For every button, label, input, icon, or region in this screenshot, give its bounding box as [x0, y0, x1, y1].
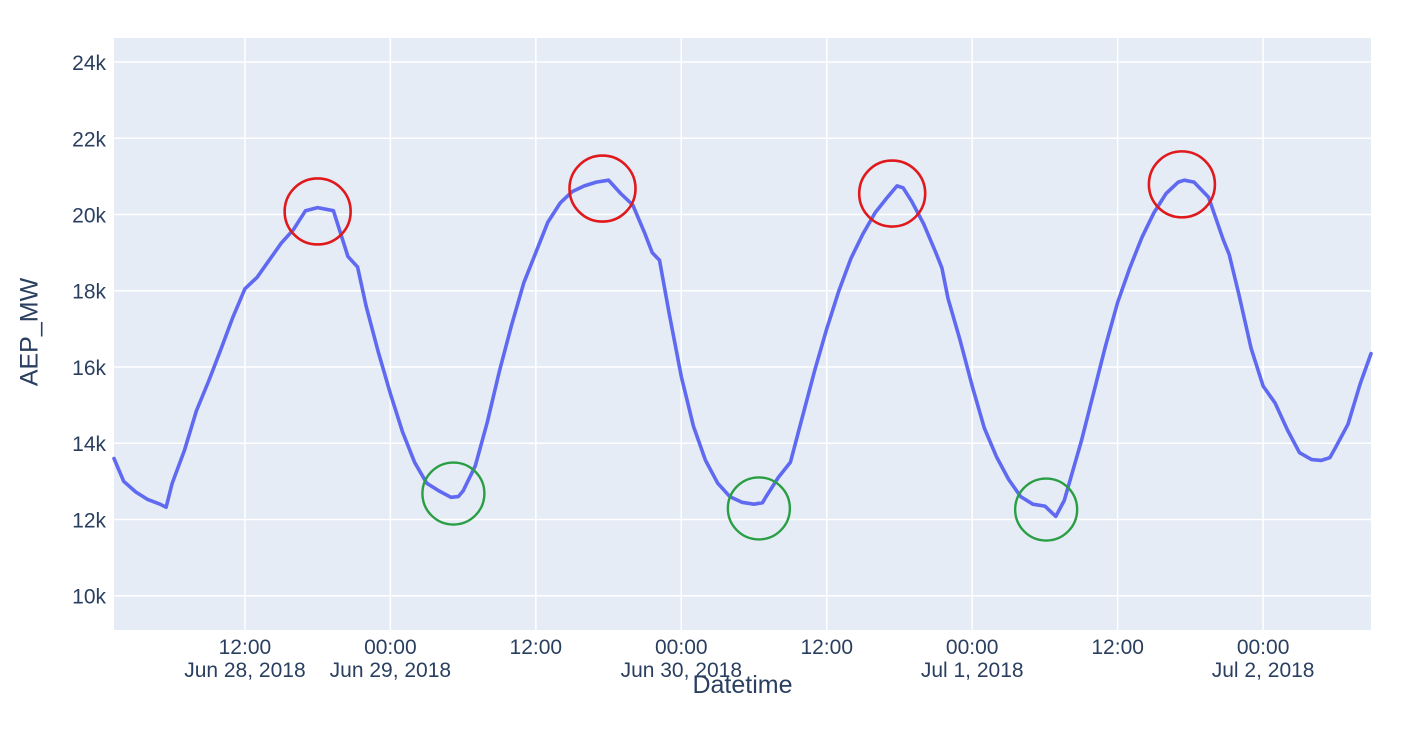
trough-annotation-circle — [726, 476, 792, 541]
x-tick-date-label: Jul 1, 2018 — [921, 659, 1024, 682]
trough-annotation-circle — [1013, 477, 1079, 542]
y-tick-label: 24k — [72, 52, 106, 75]
x-tick-time-label: 00:00 — [364, 636, 417, 659]
series-line-aep-mw[interactable] — [112, 178, 1373, 519]
plot-area[interactable] — [114, 38, 1371, 630]
peak-annotation-circle — [1147, 150, 1217, 219]
peak-annotation-circle — [283, 177, 352, 246]
y-tick-label: 22k — [72, 128, 106, 151]
x-tick-time-label: 00:00 — [946, 636, 999, 659]
x-tick-time-label: 12:00 — [219, 636, 272, 659]
x-tick-time-label: 00:00 — [1237, 636, 1290, 659]
x-tick-date-label: Jun 29, 2018 — [330, 659, 451, 682]
y-tick-label: 14k — [72, 433, 106, 456]
x-tick-date-label: Jun 30, 2018 — [621, 659, 742, 682]
y-tick-label: 10k — [72, 586, 106, 609]
x-tick-time-label: 12:00 — [1091, 636, 1144, 659]
x-tick-date-label: Jun 28, 2018 — [184, 659, 305, 682]
y-tick-label: 18k — [72, 281, 106, 304]
y-axis-title: AEP_MW — [15, 277, 44, 387]
x-tick-time-label: 12:00 — [800, 636, 853, 659]
x-tick-time-label: 12:00 — [510, 636, 563, 659]
peak-annotation-circle — [857, 159, 927, 228]
x-tick-time-label: 00:00 — [655, 636, 708, 659]
y-tick-label: 16k — [72, 357, 106, 380]
x-tick-date-label: Jul 2, 2018 — [1212, 659, 1315, 682]
peak-annotation-circle — [568, 154, 637, 223]
trough-annotation-circle — [421, 461, 486, 526]
y-tick-label: 12k — [72, 509, 106, 532]
y-tick-label: 20k — [72, 204, 106, 227]
x-axis-title: Datetime — [692, 671, 793, 699]
